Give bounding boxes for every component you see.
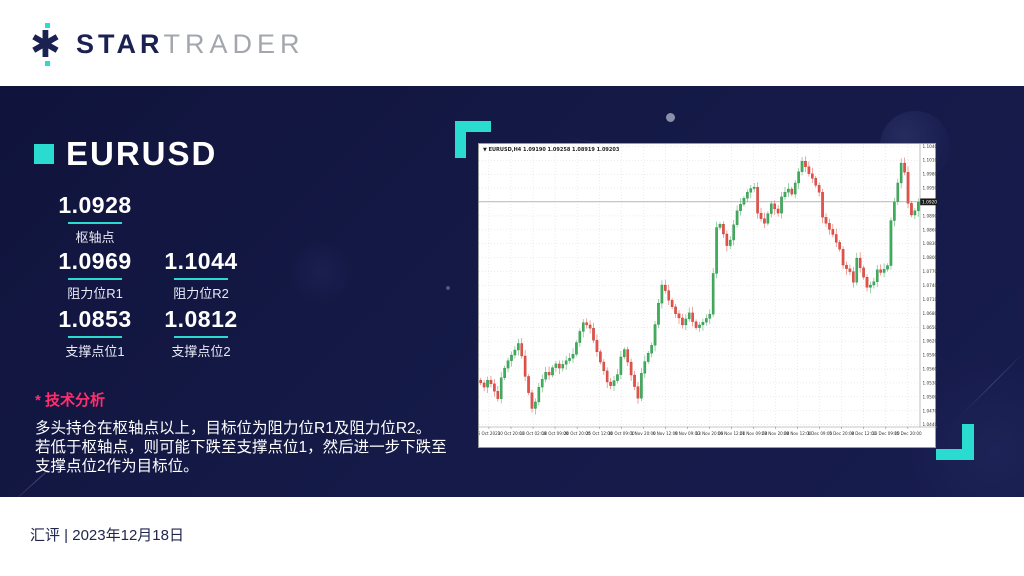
star-logo-icon: ✱ bbox=[30, 22, 68, 66]
pivot-value: 1.0928 bbox=[58, 192, 132, 218]
price-chart: 1.04400 1.04700 1.05000 1.05300 1.05600 1.059… bbox=[478, 143, 938, 448]
svg-text:1.08600: 1.08600 bbox=[923, 227, 938, 232]
svg-text:1.10100: 1.10100 bbox=[923, 158, 938, 163]
main-panel: EURUSD 1.0928 枢轴点 1.0969 阻力位R1 1.1044 阻力… bbox=[0, 86, 1024, 497]
logo-dot-top bbox=[45, 23, 50, 28]
analysis-title: * 技术分析 bbox=[35, 392, 106, 409]
svg-text:8 Dec 12:00: 8 Dec 12:00 bbox=[851, 431, 876, 436]
support2-value: 1.0812 bbox=[164, 306, 238, 332]
svg-text:25 Oct 12:00: 25 Oct 12:00 bbox=[586, 431, 613, 436]
svg-text:▼ EURUSD,H4 1.09190 1.09258 1.: ▼ EURUSD,H4 1.09190 1.09258 1.08919 1.09… bbox=[483, 147, 620, 153]
analysis-line: 多头持仓在枢轴点以上，目标位为阻力位R1及阻力位R2。 bbox=[35, 420, 432, 437]
accent-square-icon bbox=[34, 144, 54, 164]
brand-name-light: TRADER bbox=[163, 28, 305, 59]
svg-text:1.08300: 1.08300 bbox=[923, 241, 938, 246]
svg-text:1.09500: 1.09500 bbox=[923, 186, 938, 191]
svg-text:21 Nov 09:00: 21 Nov 09:00 bbox=[740, 431, 768, 436]
support1-block: 1.0853 支撑点位1 bbox=[37, 306, 153, 360]
svg-text:15 Dec 20:00: 15 Dec 20:00 bbox=[894, 431, 922, 436]
asterisk-icon: ✱ bbox=[30, 24, 62, 65]
footer-date-text: 汇评 | 2023年12月18日 bbox=[30, 527, 184, 544]
deco-dot bbox=[666, 113, 675, 122]
svg-text:1.06200: 1.06200 bbox=[923, 339, 938, 344]
header: ✱ STAR TRADER bbox=[0, 0, 1024, 86]
resistance1-label: 阻力位R1 bbox=[67, 286, 123, 301]
analysis-line: 支撑点位2作为目标位。 bbox=[35, 458, 199, 475]
svg-text:1.06800: 1.06800 bbox=[923, 311, 938, 316]
svg-text:1.08000: 1.08000 bbox=[923, 255, 938, 260]
svg-text:1.04700: 1.04700 bbox=[923, 408, 938, 413]
svg-text:1.08900: 1.08900 bbox=[923, 213, 938, 218]
svg-text:10 Oct 20:00: 10 Oct 20:00 bbox=[498, 431, 525, 436]
svg-text:16 Nov 12:00: 16 Nov 12:00 bbox=[718, 431, 746, 436]
logo-dot-bottom bbox=[45, 61, 50, 66]
svg-text:1.05300: 1.05300 bbox=[923, 380, 938, 385]
corner-bracket-top-left-icon bbox=[455, 121, 491, 158]
analysis-line: 若低于枢轴点，则可能下跌至支撑点位1，然后进一步下跌至 bbox=[35, 439, 447, 456]
svg-text:28 Nov 12:00: 28 Nov 12:00 bbox=[784, 431, 812, 436]
resistance2-label: 阻力位R2 bbox=[173, 286, 229, 301]
resistance2-value: 1.1044 bbox=[164, 248, 238, 274]
support1-value: 1.0853 bbox=[58, 306, 132, 332]
underline bbox=[68, 278, 122, 280]
support2-block: 1.0812 支撑点位2 bbox=[143, 306, 259, 360]
underline bbox=[174, 336, 228, 338]
svg-text:1.07700: 1.07700 bbox=[923, 269, 938, 274]
underline bbox=[68, 222, 122, 224]
footer: 汇评 | 2023年12月18日 bbox=[0, 497, 1024, 576]
pivot-block: 1.0928 枢轴点 bbox=[37, 192, 153, 246]
svg-text:23 Nov 20:00: 23 Nov 20:00 bbox=[762, 431, 790, 436]
svg-text:18 Oct 09:00: 18 Oct 09:00 bbox=[542, 431, 569, 436]
symbol-title: EURUSD bbox=[66, 135, 218, 172]
support1-label: 支撑点位1 bbox=[65, 344, 125, 359]
svg-text:1.05900: 1.05900 bbox=[923, 353, 938, 358]
svg-text:13 Dec 09:00: 13 Dec 09:00 bbox=[872, 431, 900, 436]
svg-text:1 Dec 09:00: 1 Dec 09:00 bbox=[807, 431, 832, 436]
svg-text:1.05000: 1.05000 bbox=[923, 394, 938, 399]
svg-text:6 Oct 2023: 6 Oct 2023 bbox=[479, 431, 501, 436]
svg-text:1.09203: 1.09203 bbox=[922, 199, 937, 205]
brand-name-bold: STAR bbox=[76, 28, 164, 59]
technical-analysis-section: * 技术分析 多头持仓在枢轴点以上，目标位为阻力位R1及阻力位R2。 若低于枢轴… bbox=[35, 389, 455, 476]
resistance1-value: 1.0969 bbox=[58, 248, 132, 274]
svg-text:13 Oct 02:00: 13 Oct 02:00 bbox=[520, 431, 547, 436]
svg-text:20 Oct 20:00: 20 Oct 20:00 bbox=[564, 431, 591, 436]
support2-label: 支撑点位2 bbox=[171, 344, 231, 359]
deco-faint-circle bbox=[290, 241, 352, 303]
underline bbox=[68, 336, 122, 338]
resistance2-block: 1.1044 阻力位R2 bbox=[143, 248, 259, 302]
pivot-label: 枢轴点 bbox=[75, 230, 115, 245]
svg-text:9 Nov 09:00: 9 Nov 09:00 bbox=[675, 431, 700, 436]
svg-text:1.09800: 1.09800 bbox=[923, 172, 938, 177]
svg-text:1.04400: 1.04400 bbox=[923, 422, 938, 427]
svg-text:1 Nov 20:00: 1 Nov 20:00 bbox=[631, 431, 656, 436]
svg-text:1.10400: 1.10400 bbox=[923, 144, 938, 149]
svg-text:1.07100: 1.07100 bbox=[923, 297, 938, 302]
svg-text:30 Oct 09:00: 30 Oct 09:00 bbox=[608, 431, 635, 436]
price-chart-svg: 1.04400 1.04700 1.05000 1.05300 1.05600 1.059… bbox=[479, 144, 938, 436]
symbol-header: EURUSD bbox=[34, 135, 217, 173]
corner-bracket-bottom-right-icon bbox=[936, 424, 974, 460]
underline bbox=[174, 278, 228, 280]
svg-text:1.05600: 1.05600 bbox=[923, 367, 938, 372]
svg-text:1.06500: 1.06500 bbox=[923, 325, 938, 330]
brand-logo: ✱ STAR TRADER bbox=[30, 22, 305, 66]
deco-dot bbox=[446, 286, 450, 290]
svg-text:6 Nov 12:00: 6 Nov 12:00 bbox=[653, 431, 678, 436]
resistance1-block: 1.0969 阻力位R1 bbox=[37, 248, 153, 302]
svg-text:5 Dec 20:00: 5 Dec 20:00 bbox=[829, 431, 854, 436]
svg-text:13 Nov 20:00: 13 Nov 20:00 bbox=[696, 431, 724, 436]
svg-text:1.07400: 1.07400 bbox=[923, 283, 938, 288]
